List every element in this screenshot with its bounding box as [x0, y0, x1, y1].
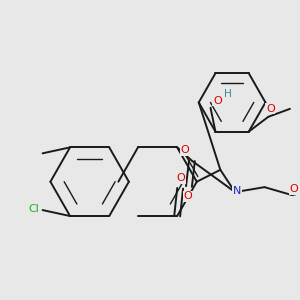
Text: O: O [213, 96, 222, 106]
Text: Cl: Cl [28, 204, 39, 214]
Text: H: H [224, 89, 232, 99]
Text: O: O [290, 184, 298, 194]
Text: N: N [233, 186, 241, 196]
Text: O: O [266, 104, 275, 114]
Text: O: O [177, 173, 185, 183]
Text: O: O [181, 146, 189, 155]
Text: O: O [184, 191, 192, 201]
